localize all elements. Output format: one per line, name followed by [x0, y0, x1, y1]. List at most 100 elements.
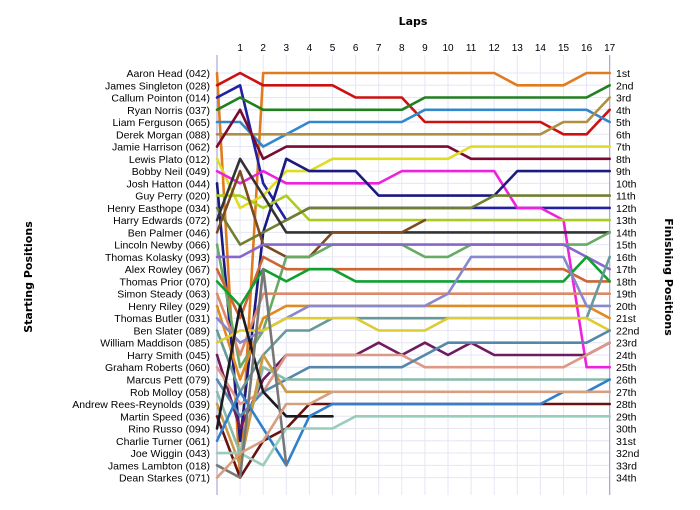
- starting-position-label: Ben Slater (089): [134, 325, 210, 337]
- starting-position-label: Callum Pointon (014): [111, 93, 210, 105]
- finishing-position-label: 29th: [616, 411, 637, 423]
- starting-position-label: William Maddison (085): [100, 338, 210, 350]
- series-line: [215, 96, 611, 136]
- finishing-position-label: 30th: [616, 424, 637, 436]
- starting-position-label: James Lambton (018): [108, 460, 210, 472]
- finishing-position-label: 32nd: [616, 448, 640, 460]
- series-line: [215, 108, 611, 161]
- series-line: [215, 255, 611, 308]
- chart-title: Laps: [399, 15, 428, 28]
- starting-position-label: Andrew Rees-Reynolds (039): [72, 399, 210, 411]
- starting-position-label: Lewis Plato (012): [129, 154, 210, 166]
- series-line: [215, 71, 611, 136]
- series-line: [215, 378, 611, 467]
- series-line: [215, 243, 611, 271]
- series-line: [215, 71, 611, 479]
- starting-position-label: Joe Wiggin (043): [131, 448, 210, 460]
- finishing-position-label: 23rd: [616, 338, 637, 350]
- series-line: [215, 316, 611, 344]
- finishing-position-label: 25th: [616, 362, 637, 374]
- series-line: [215, 255, 611, 320]
- series-line: [215, 157, 611, 234]
- starting-position-label: Rob Molloy (058): [130, 387, 210, 399]
- lap-tick-label: 8: [399, 43, 405, 54]
- series-line: [215, 292, 611, 357]
- starting-position-label: Ryan Norris (037): [127, 105, 210, 117]
- finishing-position-label: 11th: [616, 191, 636, 203]
- lap-tick-label: 7: [376, 43, 382, 54]
- series-line: [215, 304, 334, 430]
- series-line: [215, 169, 611, 369]
- series-line: [215, 84, 611, 112]
- series-line: [215, 194, 611, 222]
- starting-position-label: Ben Palmer (046): [128, 227, 210, 239]
- starting-position-label: Thomas Kolasky (093): [105, 252, 210, 264]
- finishing-position-label: 22nd: [616, 325, 640, 337]
- starting-position-label: Derek Morgan (088): [116, 129, 210, 141]
- finishing-position-label: 10th: [616, 178, 637, 190]
- starting-position-label: Bobby Neil (049): [132, 166, 210, 178]
- starting-position-label: Simon Steady (063): [117, 289, 210, 301]
- finishing-position-label: 3rd: [616, 93, 631, 105]
- starting-positions-labels: Aaron Head (042)James Singleton (028)Cal…: [72, 68, 210, 485]
- lap-tick-label: 9: [422, 43, 428, 54]
- starting-position-label: Thomas Prior (070): [120, 276, 210, 288]
- finishing-position-label: 17th: [616, 264, 637, 276]
- finishing-position-label: 21st: [616, 313, 636, 325]
- lap-tick-label: 16: [581, 43, 593, 54]
- lap-tick-label: 2: [260, 43, 266, 54]
- starting-position-label: Henry Riley (029): [128, 301, 210, 313]
- series-line: [215, 329, 611, 418]
- finishing-position-label: 6th: [616, 129, 631, 141]
- series-line: [215, 194, 611, 246]
- finishing-position-label: 33rd: [616, 460, 637, 472]
- series-line: [215, 267, 288, 479]
- finishing-position-label: 16th: [616, 252, 637, 264]
- lap-tick-label: 3: [284, 43, 290, 54]
- starting-position-label: Graham Roberts (060): [105, 362, 210, 374]
- starting-position-label: Aaron Head (042): [127, 68, 210, 80]
- starting-position-label: Josh Hatton (044): [127, 178, 210, 190]
- finishing-position-label: 13th: [616, 215, 637, 227]
- finishing-position-label: 34th: [616, 473, 637, 485]
- starting-position-label: Harry Edwards (072): [113, 215, 210, 227]
- finishing-position-label: 26th: [616, 375, 637, 387]
- lap-tick-label: 1: [237, 43, 243, 54]
- lap-tick-label: 10: [442, 43, 454, 54]
- finishing-position-label: 18th: [616, 276, 637, 288]
- finishing-position-label: 20th: [616, 301, 637, 313]
- starting-position-label: Guy Perry (020): [135, 191, 210, 203]
- lap-tick-label: 11: [466, 43, 477, 54]
- lap-tick-label: 17: [604, 43, 616, 54]
- starting-position-label: Martin Speed (036): [120, 411, 210, 423]
- series-lines: [215, 71, 611, 479]
- finishing-position-label: 19th: [616, 289, 637, 301]
- finishing-position-label: 2nd: [616, 80, 634, 92]
- starting-position-label: Thomas Butler (031): [114, 313, 210, 325]
- finishing-position-label: 12th: [616, 203, 637, 215]
- lap-tick-label: 14: [535, 43, 547, 54]
- starting-position-label: Lincoln Newby (066): [114, 240, 210, 252]
- starting-position-label: Alex Rowley (067): [125, 264, 210, 276]
- starting-position-label: Dean Starkes (071): [119, 473, 210, 485]
- finishing-position-label: 5th: [616, 117, 631, 129]
- lap-tick-label: 5: [330, 43, 336, 54]
- finishing-position-label: 24th: [616, 350, 637, 362]
- starting-position-label: Rino Russo (094): [128, 424, 210, 436]
- finishing-position-label: 4th: [616, 105, 631, 117]
- starting-position-label: Charlie Turner (061): [116, 436, 210, 448]
- starting-position-label: Jamie Harrison (062): [112, 142, 210, 154]
- series-line: [215, 365, 611, 455]
- finishing-position-label: 7th: [616, 142, 631, 154]
- lap-tick-label: 12: [489, 43, 501, 54]
- y-axis-label-right: Finishing Positions: [662, 218, 675, 336]
- starting-position-label: Henry Easthope (034): [107, 203, 210, 215]
- finishing-positions-labels: 1st2nd3rd4th5th6th7th8th9th10th11th12th1…: [616, 68, 640, 485]
- lap-tick-label: 13: [512, 43, 524, 54]
- series-line: [215, 390, 611, 479]
- lap-tick-label: 4: [307, 43, 313, 54]
- finishing-position-label: 15th: [616, 240, 637, 252]
- finishing-position-label: 14th: [616, 227, 637, 239]
- finishing-position-label: 9th: [616, 166, 631, 178]
